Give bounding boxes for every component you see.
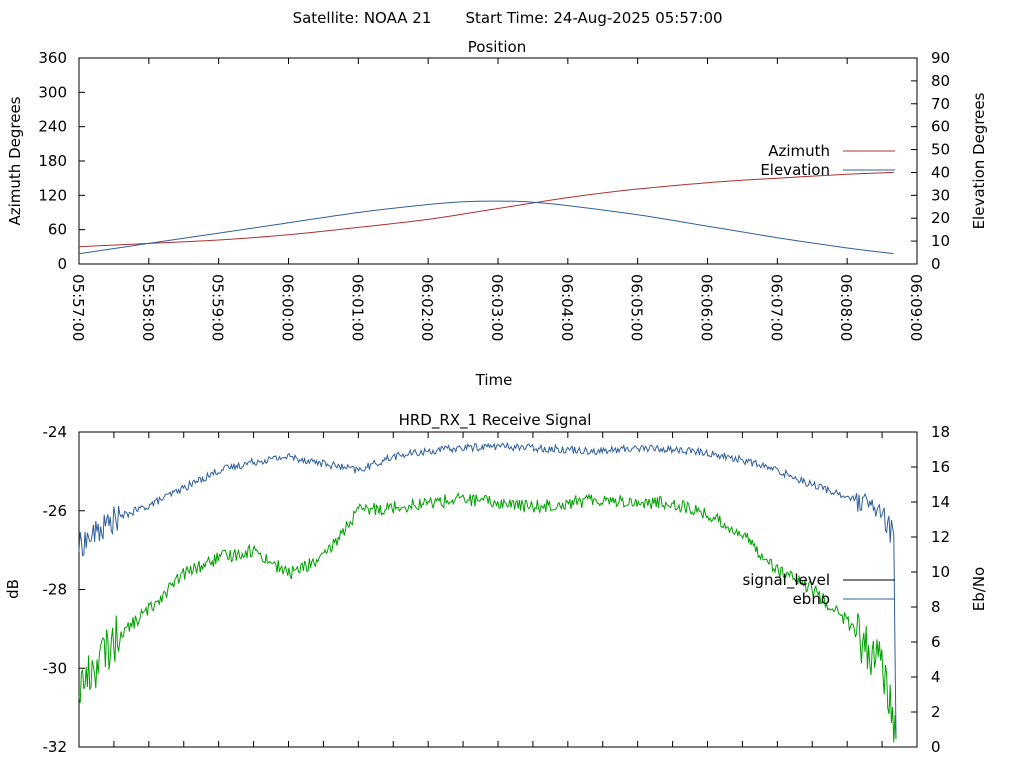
- signal-left-tick-label: -28: [43, 581, 68, 599]
- signal-right-tick-label: 18: [931, 423, 950, 441]
- position-right-tick-label: 80: [931, 72, 950, 90]
- receive-signal-chart: HRD_RX_1 Receive Signal -24 -26 -28 -30 -32 0…: [4, 411, 988, 756]
- position-right-tick-label: 0: [931, 255, 941, 273]
- position-x-tick-label: 06:03:00: [488, 274, 506, 341]
- position-x-tick-label: 06:09:00: [907, 274, 925, 341]
- position-y-axis-label: Azimuth Degrees: [6, 96, 24, 225]
- legend-label-azimuth: Azimuth: [768, 142, 830, 160]
- position-x-tick-label: 06:05:00: [628, 274, 646, 341]
- receive-signal-y-axis-label: dB: [4, 579, 22, 599]
- series-line-azimuth: [78, 171, 894, 248]
- position-x-axis-label: Time: [475, 371, 513, 389]
- position-left-tick-label: 180: [38, 152, 67, 170]
- position-right-tick-label: 60: [931, 118, 950, 136]
- position-left-tick-label: 120: [38, 186, 67, 204]
- position-left-tick-label: 0: [57, 255, 67, 273]
- position-chart: Position 0 60 120 180 240 300 360 0 10 20 30 40 50 60…: [6, 38, 988, 389]
- signal-left-tick-label: -24: [43, 423, 68, 441]
- start-time-label: Start Time: 24-Aug-2025 05:57:00: [465, 9, 722, 27]
- signal-left-tick-label: -26: [43, 502, 68, 520]
- series-line-ebno: [78, 442, 897, 739]
- signal-left-tick-label: -30: [43, 659, 68, 677]
- legend-label-signal-level: signal_level: [742, 571, 830, 590]
- legend-label-ebno: ebno: [793, 590, 830, 608]
- signal-right-tick-label: 2: [931, 703, 941, 721]
- position-right-tick-label: 40: [931, 163, 950, 181]
- position-left-tick-label: 360: [38, 49, 67, 67]
- position-chart-title: Position: [468, 38, 526, 56]
- position-x-tick-label: 06:08:00: [837, 274, 855, 341]
- signal-right-tick-label: 0: [931, 738, 941, 756]
- position-left-tick-label: 60: [48, 221, 67, 239]
- position-right-tick-label: 50: [931, 141, 950, 159]
- position-right-tick-label: 10: [931, 232, 950, 250]
- signal-right-tick-label: 10: [931, 563, 950, 581]
- signal-right-tick-label: 4: [931, 668, 941, 686]
- position-x-tick-label: 05:58:00: [139, 274, 157, 341]
- receive-signal-chart-title: HRD_RX_1 Receive Signal: [399, 411, 592, 430]
- position-right-tick-label: 30: [931, 186, 950, 204]
- satellite-label: Satellite: NOAA 21: [293, 9, 432, 27]
- position-right-tick-label: 20: [931, 209, 950, 227]
- signal-right-tick-label: 12: [931, 528, 950, 546]
- position-x-tick-label: 06:02:00: [418, 274, 436, 341]
- position-x-tick-label: 06:01:00: [348, 274, 366, 341]
- signal-right-tick-label: 14: [931, 493, 950, 511]
- position-x-tick-label: 06:04:00: [558, 274, 576, 341]
- position-x-tick-label: 06:06:00: [698, 274, 716, 341]
- receive-signal-plot-frame: [78, 431, 918, 748]
- position-x-tick-label: 05:57:00: [69, 274, 87, 341]
- signal-right-tick-label: 16: [931, 458, 950, 476]
- position-left-tick-label: 300: [38, 83, 67, 101]
- position-left-tick-label: 240: [38, 118, 67, 136]
- position-right-tick-label: 90: [931, 49, 950, 67]
- position-right-tick-label: 70: [931, 95, 950, 113]
- series-line-green: [78, 491, 897, 743]
- position-x-tick-label: 06:00:00: [279, 274, 297, 341]
- signal-right-tick-label: 8: [931, 598, 941, 616]
- receive-signal-y2-axis-label: Eb/No: [970, 567, 988, 611]
- position-x-tick-label: 06:07:00: [767, 274, 785, 341]
- signal-left-tick-label: -32: [43, 738, 68, 756]
- signal-right-tick-label: 6: [931, 633, 941, 651]
- position-y2-axis-label: Elevation Degrees: [970, 92, 988, 229]
- series-line-elevation: [78, 200, 894, 255]
- position-x-tick-label: 05:59:00: [209, 274, 227, 341]
- legend-label-elevation: Elevation: [760, 161, 830, 179]
